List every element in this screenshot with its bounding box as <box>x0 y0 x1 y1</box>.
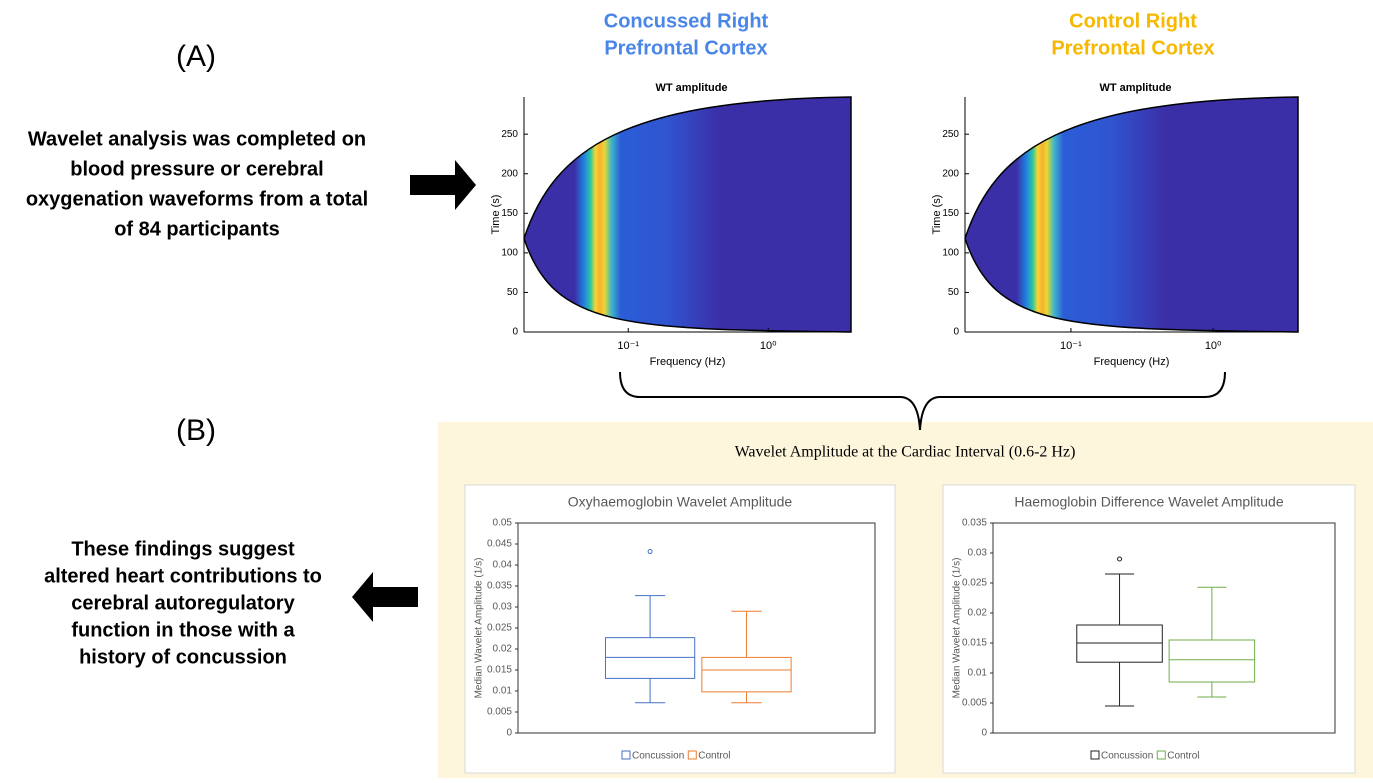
y-tick-label: 200 <box>942 168 959 179</box>
wavelet-band <box>1016 97 1064 332</box>
y-tick-label: 0.03 <box>493 602 513 613</box>
y-axis-label: Median Wavelet Amplitude (1/s) <box>474 558 485 699</box>
brace <box>619 371 1226 431</box>
chart-heading: Prefrontal Cortex <box>604 37 767 59</box>
panel-label: (A) <box>176 40 216 73</box>
y-tick-label: 0.03 <box>968 548 988 559</box>
chart-heading: Prefrontal Cortex <box>1051 37 1214 59</box>
y-tick-label: 50 <box>948 287 960 298</box>
summary-line: Wavelet analysis was completed on <box>28 128 366 150</box>
y-tick-label: 0.01 <box>968 668 988 679</box>
legend-label: Control <box>698 751 730 762</box>
y-tick-label: 0.05 <box>493 518 513 529</box>
chart-heading: Concussed Right <box>604 10 769 32</box>
y-axis-label: Median Wavelet Amplitude (1/s) <box>952 558 963 699</box>
y-tick-label: 0 <box>981 728 987 739</box>
legend-label: Concussion <box>632 751 684 762</box>
legend-label: Control <box>1167 751 1199 762</box>
box <box>1076 624 1163 663</box>
y-tick-label: 0.005 <box>487 707 512 718</box>
chart-frame <box>942 484 1356 774</box>
wavelet-image <box>524 97 851 332</box>
y-tick-label: 0.025 <box>487 623 512 634</box>
summary-line: oxygenation waveforms from a total <box>26 188 368 210</box>
chart-title: WT amplitude <box>1099 82 1171 94</box>
legend-label: Concussion <box>1101 751 1153 762</box>
summary-line: altered heart contributions to <box>44 565 322 587</box>
y-tick-label: 0.01 <box>493 686 513 697</box>
legend-swatch <box>621 750 631 760</box>
chart-title: Oxyhaemoglobin Wavelet Amplitude <box>568 494 793 510</box>
summary-line: history of concussion <box>79 646 287 668</box>
y-tick-label: 0.02 <box>493 644 513 655</box>
x-tick-label: 10⁻¹ <box>1060 340 1082 352</box>
summary-line: function in those with a <box>71 619 295 641</box>
y-axis-label: Time (s) <box>931 195 943 235</box>
wavelet-image <box>965 97 1298 332</box>
plot-area <box>992 522 1336 734</box>
box <box>604 637 696 679</box>
y-tick-label: 150 <box>501 208 518 219</box>
y-tick-label: 250 <box>501 129 518 140</box>
y-tick-label: 0 <box>506 728 512 739</box>
y-tick-label: 100 <box>501 248 518 259</box>
y-tick-label: 150 <box>942 208 959 219</box>
y-axis-label: Time (s) <box>490 195 502 235</box>
panel-label: (B) <box>176 414 216 447</box>
y-tick-label: 0.005 <box>962 698 987 709</box>
legend-swatch <box>687 750 697 760</box>
y-tick-label: 0.015 <box>962 638 987 649</box>
chart-heading: Control Right <box>1069 10 1197 32</box>
summary-line: of 84 participants <box>114 218 280 240</box>
y-tick-label: 0 <box>512 327 518 338</box>
arrow-left <box>352 572 418 622</box>
x-tick-label: 10⁰ <box>760 340 777 352</box>
y-tick-label: 100 <box>942 248 959 259</box>
panel-title: Wavelet Amplitude at the Cardiac Interva… <box>735 444 1076 461</box>
summary-line: blood pressure or cerebral <box>70 158 323 180</box>
y-tick-label: 0.025 <box>962 578 987 589</box>
wavelet-band <box>574 97 621 332</box>
summary-line: cerebral autoregulatory <box>71 592 295 614</box>
y-tick-label: 250 <box>942 129 959 140</box>
y-tick-label: 0.035 <box>487 581 512 592</box>
y-tick-label: 200 <box>501 168 518 179</box>
x-tick-label: 10⁻¹ <box>617 340 639 352</box>
summary-line: These findings suggest <box>71 538 295 560</box>
legend-swatch <box>1090 750 1100 760</box>
chart-frame <box>464 484 896 774</box>
y-tick-label: 0.045 <box>487 539 512 550</box>
outlier <box>647 549 653 555</box>
x-tick-label: 10⁰ <box>1205 340 1222 352</box>
x-axis-label: Frequency (Hz) <box>650 356 726 368</box>
y-tick-label: 0 <box>953 327 959 338</box>
outlier <box>1117 556 1123 562</box>
y-tick-label: 0.035 <box>962 518 987 529</box>
arrow-right <box>410 160 476 210</box>
box <box>1168 639 1256 683</box>
wavelet-soft <box>1054 97 1165 332</box>
cone <box>523 96 852 333</box>
y-tick-label: 0.02 <box>968 608 988 619</box>
box <box>701 656 792 693</box>
chart-title: WT amplitude <box>655 82 727 94</box>
y-tick-label: 0.015 <box>487 665 512 676</box>
y-tick-label: 0.04 <box>493 560 513 571</box>
y-tick-label: 50 <box>507 287 519 298</box>
cone <box>964 96 1299 333</box>
wavelet-soft <box>612 97 721 332</box>
chart-title: Haemoglobin Difference Wavelet Amplitude <box>1014 494 1283 510</box>
x-axis-label: Frequency (Hz) <box>1094 356 1170 368</box>
legend-swatch <box>1156 750 1166 760</box>
